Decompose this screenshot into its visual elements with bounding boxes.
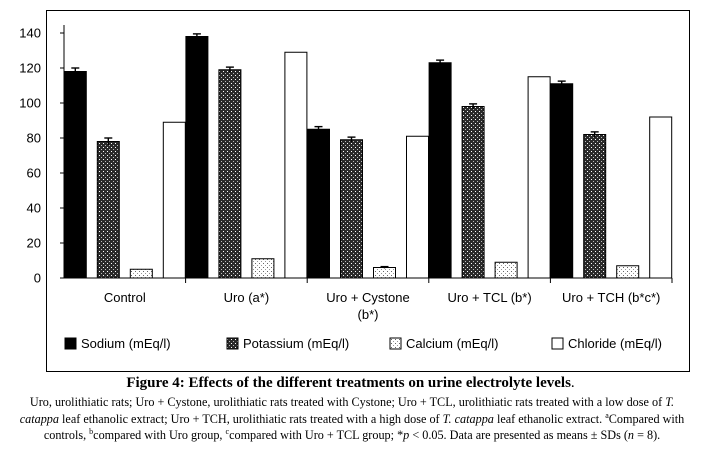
legend-swatch-1 bbox=[226, 337, 239, 350]
bar-1-3 bbox=[284, 51, 308, 279]
caption-part-4: Compared with controls, bbox=[43, 411, 685, 443]
x-tick-label-0: Control bbox=[104, 290, 146, 305]
x-tick-label-2: Uro + Cystone (b*) bbox=[326, 290, 409, 322]
figure-title-text: Figure 4: Effects of the different treat… bbox=[126, 375, 571, 391]
figure-caption: Uro, urolithiatic rats; Uro + Cystone, u… bbox=[10, 394, 694, 444]
bar-0-0 bbox=[63, 71, 87, 279]
bar-3-0 bbox=[428, 62, 452, 279]
y-tick-label-4: 80 bbox=[27, 131, 41, 146]
legend-label-1: Potassium (mEq/l) bbox=[243, 336, 349, 351]
y-tick-label-7: 140 bbox=[19, 26, 41, 41]
bar-3-1 bbox=[461, 106, 485, 279]
legend-swatch-2 bbox=[389, 337, 402, 350]
caption-sup-a: a bbox=[605, 410, 609, 420]
caption-species-1: T. catappa bbox=[19, 395, 675, 426]
caption-sup-c: c bbox=[225, 427, 230, 437]
bar-3-3 bbox=[527, 76, 551, 279]
bar-2-2 bbox=[373, 267, 396, 279]
caption-part-5: compared with Uro group, bbox=[93, 428, 226, 443]
chart-svg: 0 20 40 60 80 100 120 140 Control Uro (a*) Uro + C… bbox=[19, 25, 673, 351]
bar-3-2 bbox=[494, 261, 518, 279]
figure-title: Figure 4: Effects of the different treat… bbox=[0, 375, 701, 392]
y-tick-label-1: 20 bbox=[27, 236, 41, 251]
figure-title-end: . bbox=[570, 375, 575, 391]
caption-part-2: leaf ethanolic extract; Uro + TCH, uroli… bbox=[58, 411, 443, 426]
legend-label-2: Calcium (mEq/l) bbox=[406, 336, 498, 351]
y-tick-label-5: 100 bbox=[19, 96, 41, 111]
legend-label-3: Chloride (mEq/l) bbox=[568, 336, 662, 351]
caption-part-1: Uro, urolithiatic rats; Uro + Cystone, u… bbox=[29, 395, 666, 409]
bar-2-1 bbox=[340, 139, 363, 279]
bar-4-0 bbox=[550, 83, 574, 279]
caption-p: p bbox=[403, 428, 410, 443]
bar-4-3 bbox=[649, 116, 673, 279]
caption-part-6: compared with Uro + TCL group; * bbox=[229, 428, 404, 443]
legend: Sodium (mEq/l) Potassium (mEq/l) Calcium (… bbox=[64, 336, 662, 351]
caption-sup-b: b bbox=[89, 427, 94, 437]
x-tick-label-4: Uro + TCH (b*c*) bbox=[562, 290, 660, 305]
caption-part-7: < 0.05. Data are presented as means ± SD… bbox=[409, 428, 628, 443]
caption-part-3: leaf ethanolic extract. bbox=[493, 411, 606, 426]
y-tick-label-3: 60 bbox=[27, 166, 41, 181]
bar-2-0 bbox=[307, 128, 330, 279]
bar-4-1 bbox=[583, 134, 607, 279]
y-tick-label-2: 40 bbox=[27, 201, 41, 216]
legend-swatch-0 bbox=[64, 337, 77, 350]
chart-frame: 0 20 40 60 80 100 120 140 Control Uro (a*) Uro + C… bbox=[19, 10, 690, 372]
y-tick-label-6: 120 bbox=[19, 61, 41, 76]
bar-1-0 bbox=[185, 36, 209, 279]
bar-1-2 bbox=[251, 258, 275, 279]
x-tick-label-1: Uro (a*) bbox=[224, 290, 270, 305]
bar-2-3 bbox=[406, 135, 429, 279]
bar-0-3 bbox=[162, 121, 186, 279]
y-tick-label-0: 0 bbox=[34, 271, 41, 286]
caption-n: n bbox=[627, 428, 635, 443]
bar-0-2 bbox=[129, 268, 153, 279]
x-tick-label-3: Uro + TCL (b*) bbox=[448, 290, 532, 305]
legend-swatch-3 bbox=[551, 337, 564, 350]
bar-4-2 bbox=[616, 265, 640, 279]
caption-species-2: T. catappa bbox=[442, 411, 494, 426]
legend-label-0: Sodium (mEq/l) bbox=[81, 336, 171, 351]
caption-part-8: = 8). bbox=[634, 428, 661, 443]
bar-0-1 bbox=[96, 141, 120, 279]
bar-1-1 bbox=[218, 69, 242, 279]
